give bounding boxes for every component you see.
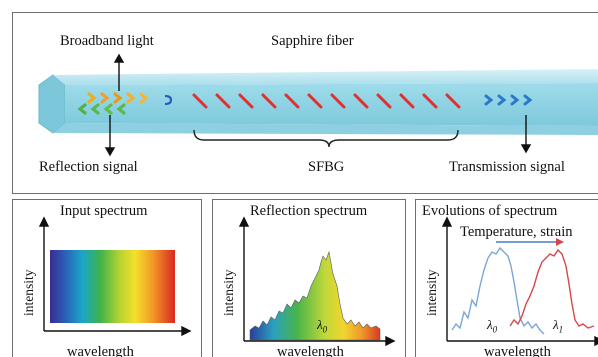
evolution-spectrum-panel: Evolutions of spectrum Temperature, stra… bbox=[415, 199, 598, 357]
chevron bbox=[87, 92, 97, 104]
input-xlabel: wavelength bbox=[67, 344, 134, 357]
fiber-diagram-svg bbox=[38, 53, 598, 157]
grating-line bbox=[353, 93, 369, 109]
reflection-spectrum-title: Reflection spectrum bbox=[250, 203, 368, 219]
reflection-signal-label: Reflection signal bbox=[39, 159, 138, 175]
grating-line bbox=[192, 93, 208, 109]
evolution-ylabel: intensity bbox=[424, 269, 439, 317]
shift-arrow bbox=[496, 238, 564, 246]
input-spectrum-title: Input spectrum bbox=[60, 203, 148, 219]
chevron bbox=[113, 92, 123, 104]
chevron bbox=[100, 92, 110, 104]
chevron bbox=[90, 103, 100, 115]
sapphire-fiber-label: Sapphire fiber bbox=[271, 33, 354, 49]
fiber-bottom-face bbox=[53, 123, 598, 135]
reflection-spectrum-svg bbox=[238, 216, 396, 347]
input-axes bbox=[38, 216, 192, 337]
input-ylabel: intensity bbox=[21, 269, 36, 317]
sfbg-brace bbox=[193, 129, 459, 148]
arrow-up-icon bbox=[113, 53, 125, 63]
reflection-peak-label: λ0 bbox=[317, 317, 328, 335]
grating-line bbox=[238, 93, 254, 109]
broadband-chevrons bbox=[87, 92, 149, 104]
temperature-strain-label: Temperature, strain bbox=[460, 224, 573, 240]
evolution-spectrum-title: Evolutions of spectrum bbox=[422, 203, 558, 219]
chevron bbox=[116, 103, 126, 115]
transmission-chevrons bbox=[484, 94, 533, 106]
arrow-right-icon bbox=[556, 238, 564, 246]
chevron bbox=[510, 94, 520, 106]
grating-line bbox=[445, 93, 461, 109]
arrows bbox=[104, 53, 532, 157]
grating-line bbox=[422, 93, 438, 109]
evolution-axes bbox=[441, 216, 598, 347]
grating-line bbox=[330, 93, 346, 109]
arrow-down-icon bbox=[520, 144, 532, 154]
grating-line bbox=[261, 93, 277, 109]
input-spectrum-svg bbox=[38, 216, 192, 337]
chevron bbox=[126, 92, 136, 104]
chevron bbox=[497, 94, 507, 106]
grating-line bbox=[307, 93, 323, 109]
reflection-ylabel: intensity bbox=[221, 269, 236, 317]
fiber-body bbox=[65, 83, 598, 126]
grating-line bbox=[284, 93, 300, 109]
arrow-down-icon bbox=[104, 147, 116, 157]
evolution-xlabel: wavelength bbox=[484, 344, 551, 357]
reflected-chevrons bbox=[77, 103, 126, 115]
fiber-top-face bbox=[53, 69, 598, 85]
fiber-diagram-panel: Broadband light Sapphire fiber Reflectio… bbox=[12, 12, 598, 194]
input-spectrum-bar bbox=[50, 250, 175, 323]
chevron bbox=[523, 94, 533, 106]
broadband-light-label: Broadband light bbox=[60, 33, 154, 49]
reflection-spectrum-area bbox=[249, 250, 381, 341]
chevron bbox=[77, 103, 87, 115]
reflection-axes bbox=[238, 216, 396, 347]
grating-line bbox=[399, 93, 415, 109]
fiber-end-face bbox=[38, 74, 66, 134]
reflection-hook-icon bbox=[164, 94, 173, 106]
chevron bbox=[484, 94, 494, 106]
sfbg-label: SFBG bbox=[308, 159, 345, 175]
chevron bbox=[139, 92, 149, 104]
reflection-spectrum-panel: Reflection spectrum intensity wavelength… bbox=[212, 199, 406, 357]
lambda0-label: λ0 bbox=[487, 317, 498, 335]
chevron bbox=[103, 103, 113, 115]
spectrum-before-line bbox=[451, 246, 545, 335]
transmission-signal-label: Transmission signal bbox=[449, 159, 565, 175]
lambda1-label: λ1 bbox=[553, 317, 564, 335]
spectrum-after-line bbox=[509, 248, 595, 329]
grating-line bbox=[376, 93, 392, 109]
reflection-xlabel: wavelength bbox=[277, 344, 344, 357]
evolution-spectrum-svg bbox=[441, 216, 598, 347]
input-spectrum-panel: Input spectrum intensity wavelength bbox=[12, 199, 202, 357]
grating-line bbox=[215, 93, 231, 109]
grating-marks bbox=[192, 93, 461, 109]
